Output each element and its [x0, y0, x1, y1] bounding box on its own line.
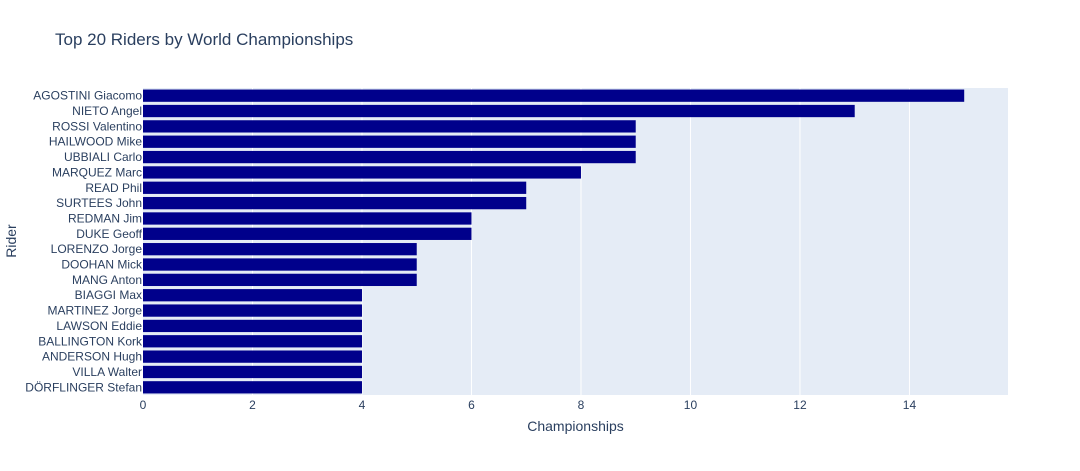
x-axis-title: Championships: [527, 418, 624, 434]
chart-title: Top 20 Riders by World Championships: [55, 30, 353, 49]
bar[interactable]: [143, 381, 362, 394]
bar[interactable]: [143, 319, 362, 333]
y-tick-label: MARQUEZ Marc: [52, 165, 142, 179]
y-tick-label: ROSSI Valentino: [52, 119, 142, 133]
bar[interactable]: [143, 350, 362, 363]
bar[interactable]: [143, 104, 855, 118]
bar[interactable]: [143, 289, 362, 302]
x-tick-label: 4: [359, 398, 366, 412]
y-tick-label: LORENZO Jorge: [51, 242, 143, 256]
x-tick-label: 8: [578, 398, 585, 412]
y-axis-title: Rider: [3, 224, 19, 258]
x-tick-label: 10: [684, 398, 698, 412]
y-tick-label: ANDERSON Hugh: [42, 350, 142, 364]
y-tick-label: BIAGGI Max: [75, 288, 142, 302]
bar[interactable]: [143, 150, 636, 164]
y-tick-label: MARTINEZ Jorge: [48, 304, 143, 318]
bar[interactable]: [143, 258, 417, 271]
y-tick-label: MANG Anton: [72, 273, 142, 287]
y-tick-label: SURTEES John: [56, 196, 142, 210]
bar[interactable]: [143, 304, 362, 317]
y-tick-label: DÖRFLINGER Stefan: [25, 380, 142, 394]
plot-background: [143, 88, 1008, 395]
bar[interactable]: [143, 365, 362, 379]
y-tick-label: REDMAN Jim: [68, 211, 142, 225]
bar[interactable]: [143, 243, 417, 256]
y-tick-label: UBBIALI Carlo: [64, 150, 142, 164]
bar[interactable]: [143, 135, 636, 148]
x-tick-label: 12: [793, 398, 807, 412]
bar[interactable]: [143, 166, 581, 179]
bars-group: [143, 89, 965, 394]
y-tick-label: READ Phil: [85, 181, 142, 195]
y-tick-label: BALLINGTON Kork: [38, 334, 143, 348]
bar[interactable]: [143, 89, 965, 102]
x-tick-label: 14: [903, 398, 917, 412]
y-tick-label: NIETO Angel: [72, 104, 142, 118]
y-tick-label: LAWSON Eddie: [56, 319, 142, 333]
y-tick-label: AGOSTINI Giacomo: [33, 89, 142, 103]
y-tick-label: DOOHAN Mick: [61, 258, 143, 272]
x-tick-label: 2: [249, 398, 256, 412]
x-tick-label: 0: [140, 398, 147, 412]
y-tick-label: HAILWOOD Mike: [49, 135, 142, 149]
x-tick-labels: 0 2 4 6 8 10 12 14: [140, 398, 917, 412]
bar[interactable]: [143, 120, 636, 133]
bar[interactable]: [143, 273, 417, 287]
bar[interactable]: [143, 212, 472, 225]
bar[interactable]: [143, 181, 527, 194]
bar[interactable]: [143, 227, 472, 240]
bar[interactable]: [143, 335, 362, 348]
y-tick-label: VILLA Walter: [72, 365, 142, 379]
x-tick-label: 6: [468, 398, 475, 412]
y-tick-label: DUKE Geoff: [76, 227, 142, 241]
bar[interactable]: [143, 196, 527, 210]
